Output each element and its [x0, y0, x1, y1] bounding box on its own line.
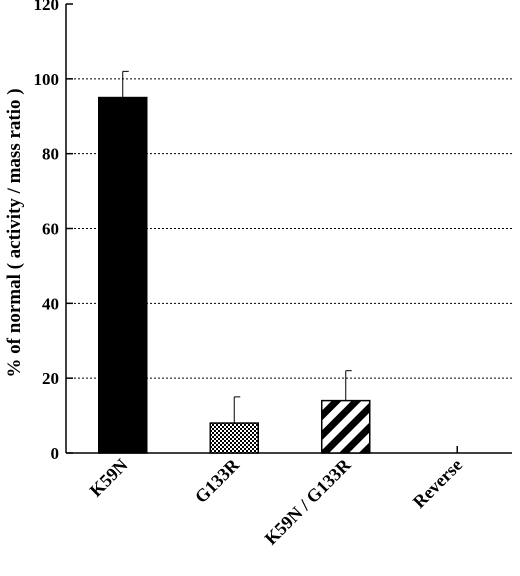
bar	[321, 399, 371, 454]
x-tick-label: K59N / G133R	[261, 454, 356, 549]
y-tick-label: 0	[51, 444, 60, 463]
y-axis-title: % of normal ( activity / mass ratio )	[4, 88, 25, 377]
y-tick-label: 120	[34, 0, 60, 14]
bar	[209, 422, 259, 454]
y-tick-label: 100	[34, 70, 60, 89]
x-tick-label: Reverse	[409, 455, 466, 512]
x-tick-label: K59N	[86, 455, 132, 501]
y-tick-label: 40	[42, 294, 59, 313]
y-tick-label: 20	[42, 369, 59, 388]
bar	[98, 96, 148, 454]
y-tick-label: 60	[42, 220, 59, 239]
x-tick-label: G133R	[191, 454, 244, 507]
bars	[98, 70, 371, 454]
y-tick-label: 80	[42, 145, 59, 164]
